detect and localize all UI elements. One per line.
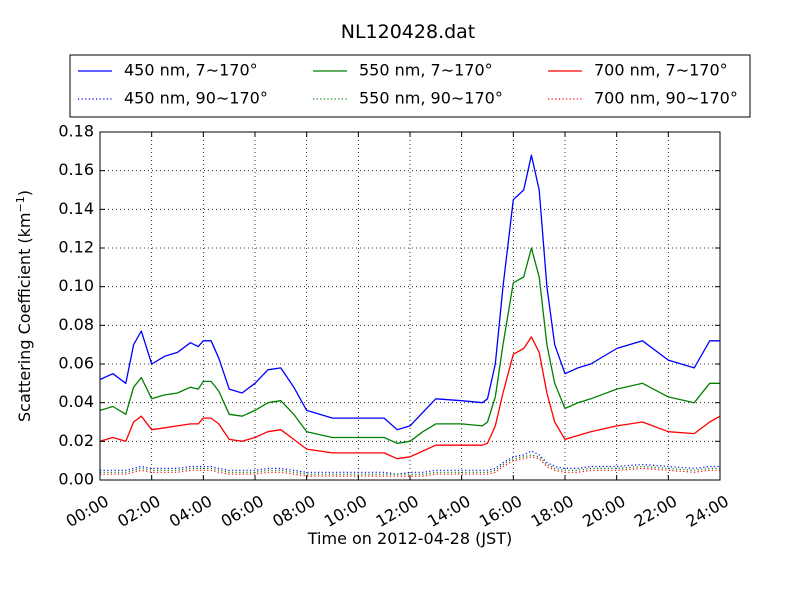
y-axis-label-end: ) — [15, 190, 34, 196]
series-line-4 — [99, 336, 721, 460]
y-axis-label: Scattering Coefficient (km−1) — [14, 190, 34, 422]
y-axis-label-base: Scattering Coefficient (km — [15, 212, 34, 422]
y-tick-label: 0.12 — [58, 238, 94, 257]
x-tick-label: 18:00 — [528, 491, 577, 531]
legend-label-5: 700 nm, 90∼170° — [594, 89, 738, 108]
grid-layer — [100, 132, 720, 480]
series-line-1 — [100, 450, 720, 475]
y-tick-label: 0.18 — [58, 122, 94, 141]
x-tick-label: 16:00 — [476, 491, 525, 531]
series-line-0 — [99, 154, 720, 431]
y-tick-label: 0.10 — [58, 276, 94, 295]
legend-label-3: 550 nm, 90∼170° — [359, 89, 503, 108]
y-tick-label: 0.04 — [58, 392, 94, 411]
x-tick-label: 22:00 — [631, 491, 680, 531]
y-tick-label: 0.06 — [58, 354, 94, 373]
chart-title: NL120428.dat — [341, 21, 476, 43]
legend-frame — [69, 54, 751, 118]
x-tick-label: 06:00 — [218, 491, 267, 531]
legend-label-0: 450 nm, 7∼170° — [124, 61, 258, 80]
x-tick-label: 02:00 — [114, 491, 163, 531]
legend: 450 nm, 7∼170° 450 nm, 90∼170° 550 nm, 7∼1… — [69, 54, 751, 118]
x-tick-label: 10:00 — [321, 491, 370, 531]
y-tick-label: 0.08 — [58, 315, 94, 334]
x-tick-label: 04:00 — [166, 491, 215, 531]
legend-label-2: 550 nm, 7∼170° — [359, 61, 493, 80]
x-axis-label: Time on 2012-04-28 (JST) — [307, 529, 512, 548]
series-line-5 — [100, 456, 720, 477]
legend-label-1: 450 nm, 90∼170° — [124, 89, 268, 108]
y-tick-label: 0.14 — [58, 199, 94, 218]
plot-background — [100, 132, 720, 480]
y-tick-label: 0.02 — [58, 431, 94, 450]
x-tick-label: 08:00 — [269, 491, 318, 531]
x-tick-label: 24:00 — [683, 491, 732, 531]
y-tick-label: 0.00 — [58, 470, 94, 489]
x-tick-label: 12:00 — [373, 491, 422, 531]
x-tick-label: 00:00 — [63, 491, 112, 531]
series-line-2 — [99, 247, 720, 444]
x-tick-label: 20:00 — [579, 491, 628, 531]
series-layer — [99, 154, 721, 477]
y-axis-label-superscript: −1 — [14, 196, 27, 212]
plot-area: 00:00 02:00 04:00 06:00 08:00 10:00 12:00 14:00… — [58, 122, 732, 531]
legend-label-4: 700 nm, 7∼170° — [594, 61, 728, 80]
x-tick-label: 14:00 — [424, 491, 473, 531]
y-tick-label: 0.16 — [58, 160, 94, 179]
series-line-3 — [100, 454, 720, 475]
